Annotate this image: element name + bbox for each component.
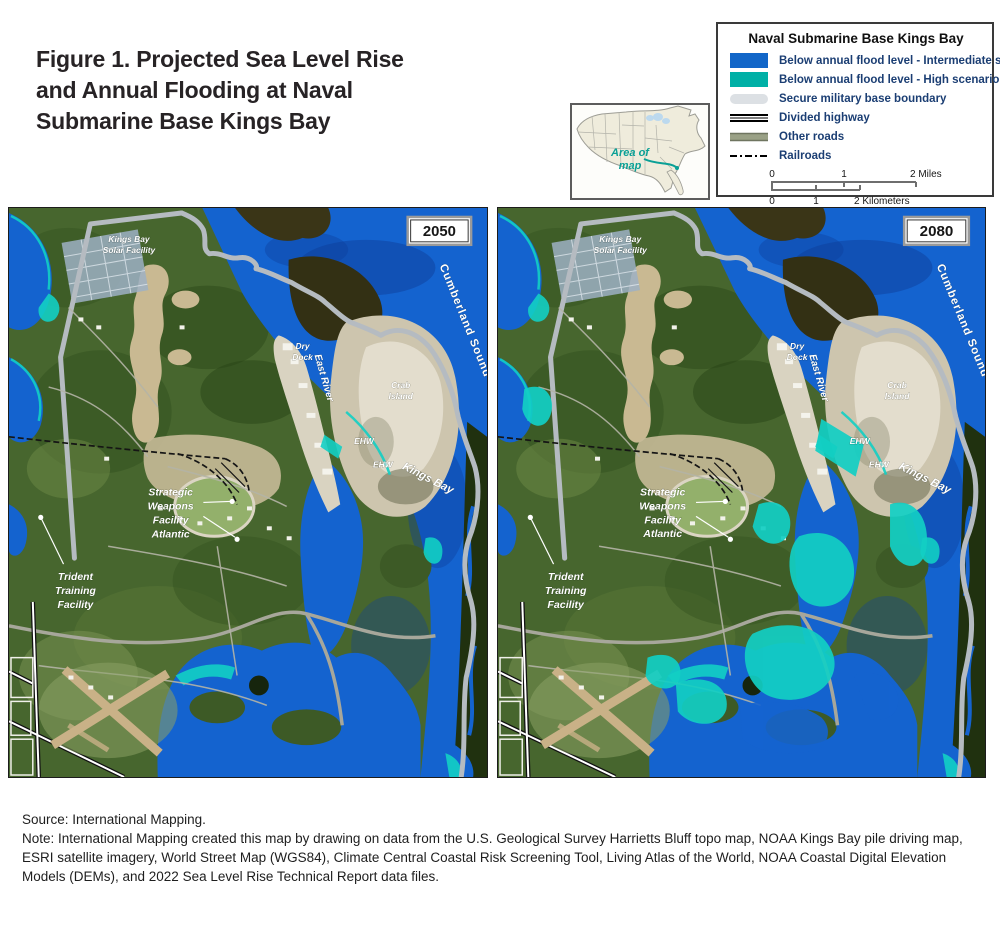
legend-item-other-roads: Other roads	[730, 128, 982, 145]
great-lakes	[646, 113, 670, 124]
legend-label: Other roads	[779, 130, 845, 143]
legend-item-intermediate: Below annual flood level - Intermediate …	[730, 52, 1000, 69]
swatch-high-teal	[730, 72, 768, 87]
year-badge-2080: 2080	[902, 215, 971, 247]
legend-title: Naval Submarine Base Kings Bay	[748, 31, 964, 46]
legend-item-boundary: Secure military base boundary	[730, 90, 982, 107]
figure-title: Figure 1. Projected Sea Level Rise and A…	[36, 44, 466, 137]
year-badge-label: 2080	[920, 223, 954, 240]
swatch-boundary-gray	[730, 93, 768, 104]
scale-miles-2: 2 Miles	[910, 169, 942, 180]
legend-label: Railroads	[779, 149, 832, 162]
legend-label: Below annual flood level - Intermediate …	[779, 54, 1000, 67]
note-text: Note: International Mapping created this…	[22, 831, 963, 885]
legend-item-railroads: Railroads	[730, 147, 982, 164]
legend-label: Secure military base boundary	[779, 92, 947, 105]
scale-km-2: 2 Kilometers	[854, 196, 910, 207]
legend-item-high: Below annual flood level - High scenario	[730, 71, 999, 88]
area-of-map-point	[675, 166, 679, 170]
figure-title-line-2: and Annual Flooding at Naval	[36, 77, 353, 103]
scale-bar-lines	[771, 181, 917, 191]
map-panel-2080: 2080	[497, 207, 986, 778]
legend-item-divided-highway: Divided highway	[730, 109, 982, 126]
us-inset-map: Area of map	[570, 103, 710, 200]
scale-miles-0: 0	[769, 169, 775, 180]
divided-highway-icon	[730, 113, 768, 122]
year-badge-2050: 2050	[406, 215, 473, 247]
figure-footer: Source: International Mapping. Note: Int…	[22, 810, 980, 887]
figure-title-line-3: Submarine Base Kings Bay	[36, 108, 331, 134]
us-outline	[576, 105, 706, 193]
railroads-icon	[730, 154, 768, 157]
inset-area-label-1: Area of	[610, 147, 650, 159]
scale-miles-1: 1	[841, 169, 847, 180]
scale-bar: 0 1 2 Miles 0 1 2 Kilometers	[769, 169, 942, 207]
area-of-map-arrow	[643, 158, 677, 168]
inset-area-label-2: map	[619, 160, 642, 172]
map-panel-2050: 2050	[8, 207, 488, 778]
legend-label: Divided highway	[779, 111, 870, 124]
other-roads-icon	[730, 132, 768, 141]
source-text: Source: International Mapping.	[22, 812, 206, 827]
swatch-intermediate-blue	[730, 53, 768, 68]
figure-title-line-1: Figure 1. Projected Sea Level Rise	[36, 46, 404, 72]
year-badge-label: 2050	[423, 224, 456, 240]
scale-km-1: 1	[813, 196, 819, 207]
state-borders	[577, 111, 685, 174]
map-legend: Naval Submarine Base Kings Bay Below ann…	[716, 22, 1000, 207]
florida-peninsula	[666, 169, 684, 196]
scale-km-0: 0	[769, 196, 775, 207]
legend-label: Below annual flood level - High scenario	[779, 73, 1000, 86]
